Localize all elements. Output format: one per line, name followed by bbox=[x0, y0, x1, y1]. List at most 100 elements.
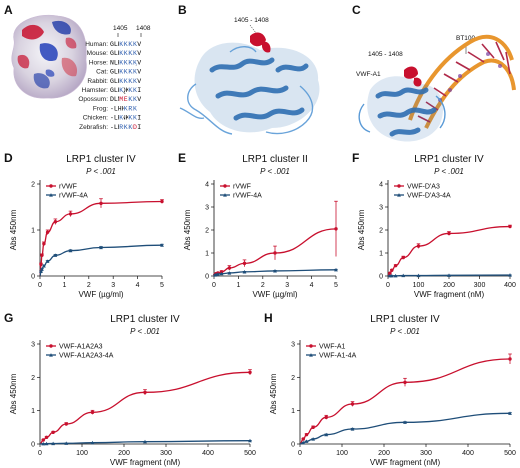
y-tick-label: 2 bbox=[291, 375, 295, 382]
data-point bbox=[401, 273, 406, 278]
residue-mask bbox=[128, 104, 133, 112]
data-point bbox=[39, 262, 43, 267]
data-point bbox=[304, 439, 309, 443]
data-point bbox=[311, 437, 316, 441]
y-axis-label: Abs 450nm bbox=[357, 209, 366, 250]
residue-mask bbox=[128, 76, 133, 85]
residue-char: K bbox=[133, 105, 137, 112]
legend-marker bbox=[309, 353, 313, 357]
residue-mask bbox=[128, 113, 133, 121]
legend-marker bbox=[49, 193, 53, 197]
series-1: rVWF-4A bbox=[39, 193, 164, 277]
series-line bbox=[39, 371, 251, 445]
panel-label-g: G bbox=[4, 311, 13, 325]
species-name: Opossum: bbox=[78, 96, 108, 103]
x-tick-label: 1 bbox=[62, 282, 66, 289]
residue-mask bbox=[119, 76, 124, 85]
y-tick-label: 1 bbox=[31, 228, 35, 235]
data-point bbox=[447, 231, 451, 236]
data-point bbox=[508, 273, 512, 277]
series-line bbox=[39, 244, 163, 277]
residue-char: K bbox=[124, 59, 128, 66]
residue-mask bbox=[128, 67, 133, 75]
x-axis-label: VWF fragment (nM) bbox=[110, 458, 181, 467]
chart-title: LRP1 cluster IV bbox=[66, 154, 136, 165]
x-tick-label: 4 bbox=[310, 282, 314, 289]
species-name: Frog: bbox=[93, 105, 108, 112]
legend-marker bbox=[397, 184, 401, 188]
series-0: VWF-A1 bbox=[299, 344, 512, 445]
data-point bbox=[324, 432, 329, 437]
panel-label-d: D bbox=[4, 151, 13, 165]
panel-c: C BT100 1405 - 1408 VWF-A1 bbox=[352, 3, 516, 142]
residue-char: K bbox=[133, 87, 137, 94]
y-tick-label: 3 bbox=[379, 205, 383, 212]
x-tick-label: 0 bbox=[212, 282, 216, 289]
legend-label: VWF-A1A2A3 bbox=[59, 344, 103, 351]
legend-label: VWF-D'A3-4A bbox=[407, 193, 451, 200]
x-tick-label: 5 bbox=[160, 282, 164, 289]
y-axis-label: Abs 450nm bbox=[183, 209, 192, 250]
data-point bbox=[388, 271, 392, 275]
legend-marker bbox=[49, 184, 53, 188]
data-point bbox=[53, 253, 58, 257]
y-tick-label: 0 bbox=[31, 442, 35, 449]
data-point bbox=[143, 390, 147, 395]
species-name: Chicken: bbox=[83, 115, 108, 122]
x-tick-label: 0 bbox=[298, 450, 302, 457]
residue-char: K bbox=[119, 41, 123, 48]
residue-mask bbox=[123, 95, 129, 103]
data-point bbox=[416, 273, 421, 278]
data-point bbox=[51, 441, 56, 446]
data-point bbox=[90, 410, 95, 415]
data-point bbox=[68, 212, 73, 216]
data-point bbox=[99, 201, 103, 206]
residue-char: D bbox=[133, 124, 137, 131]
data-point bbox=[227, 266, 232, 270]
data-point bbox=[39, 269, 43, 273]
residue-mask bbox=[132, 122, 138, 131]
chart-h: H LRP1 cluster IV P < .001 0 100 200 300 400 500… bbox=[264, 311, 516, 467]
legend-marker bbox=[223, 184, 227, 188]
x-tick-label: 300 bbox=[160, 450, 172, 457]
chart-title: LRP1 cluster IV bbox=[110, 314, 180, 325]
x-tick-label: 500 bbox=[244, 450, 256, 457]
series-1: VWF-D'A3-4A bbox=[387, 193, 512, 278]
residue-char: K bbox=[133, 50, 137, 57]
x-tick-label: 4 bbox=[136, 282, 140, 289]
chart-subtitle: P < .001 bbox=[260, 167, 290, 176]
data-point bbox=[248, 438, 252, 443]
x-tick-label: 5 bbox=[334, 282, 338, 289]
residue-mask bbox=[119, 113, 124, 121]
data-point bbox=[227, 271, 232, 275]
residue-char: K bbox=[128, 41, 132, 48]
residue-mask bbox=[123, 67, 129, 75]
residue-char: M bbox=[119, 96, 123, 103]
y-tick-label: 0 bbox=[205, 274, 209, 281]
x-tick-label: 200 bbox=[118, 450, 130, 457]
legend-label: VWF-D'A3 bbox=[407, 184, 440, 191]
species-name: Hamster: bbox=[82, 87, 109, 94]
residue-label-1405: 1405 bbox=[113, 25, 128, 32]
residue-mask bbox=[123, 49, 129, 57]
residue-mask bbox=[123, 58, 129, 66]
data-point bbox=[324, 415, 328, 420]
data-point bbox=[242, 261, 247, 266]
residue-mask bbox=[128, 58, 133, 66]
residue-mask bbox=[132, 67, 138, 75]
data-point bbox=[389, 273, 394, 278]
x-tick-label: 0 bbox=[38, 450, 42, 457]
legend-marker bbox=[49, 344, 53, 348]
species-name: Rabbit: bbox=[87, 78, 108, 85]
residue-char: K bbox=[124, 78, 128, 85]
residue-range-label-c: 1405 - 1408 bbox=[368, 51, 403, 58]
y-tick-label: 1 bbox=[31, 408, 35, 415]
x-tick-label: 0 bbox=[386, 282, 390, 289]
residue-char: K bbox=[133, 78, 137, 85]
